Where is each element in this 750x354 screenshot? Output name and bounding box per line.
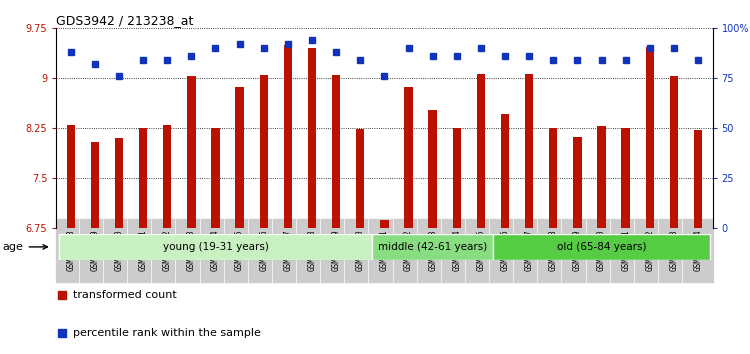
Bar <box>332 75 340 228</box>
Bar <box>573 137 581 228</box>
Bar <box>372 234 493 260</box>
Bar <box>67 125 75 228</box>
Text: young (19-31 years): young (19-31 years) <box>163 242 268 252</box>
Bar <box>58 234 372 260</box>
Bar <box>260 75 268 228</box>
Bar <box>91 142 99 228</box>
Bar <box>236 87 244 228</box>
Bar <box>493 234 710 260</box>
Bar <box>477 74 485 228</box>
Bar <box>163 125 172 228</box>
Bar <box>380 220 388 228</box>
Bar <box>139 129 147 228</box>
Text: percentile rank within the sample: percentile rank within the sample <box>73 328 260 338</box>
Bar <box>501 114 509 228</box>
Bar <box>356 129 364 228</box>
Bar <box>428 110 436 228</box>
Bar <box>452 129 461 228</box>
Bar <box>694 130 702 228</box>
Bar <box>284 45 292 228</box>
Bar <box>115 138 123 228</box>
Bar <box>404 87 412 228</box>
Bar <box>597 126 606 228</box>
Text: age: age <box>3 242 47 252</box>
Bar <box>646 47 654 228</box>
Text: middle (42-61 years): middle (42-61 years) <box>378 242 488 252</box>
Bar <box>188 76 196 228</box>
Bar <box>308 48 316 228</box>
Text: GDS3942 / 213238_at: GDS3942 / 213238_at <box>56 14 194 27</box>
Bar <box>211 129 220 228</box>
Bar <box>525 74 533 228</box>
Text: old (65-84 years): old (65-84 years) <box>556 242 646 252</box>
Bar <box>670 76 678 228</box>
Text: transformed count: transformed count <box>73 290 176 299</box>
Bar <box>622 129 630 228</box>
Bar <box>549 129 557 228</box>
